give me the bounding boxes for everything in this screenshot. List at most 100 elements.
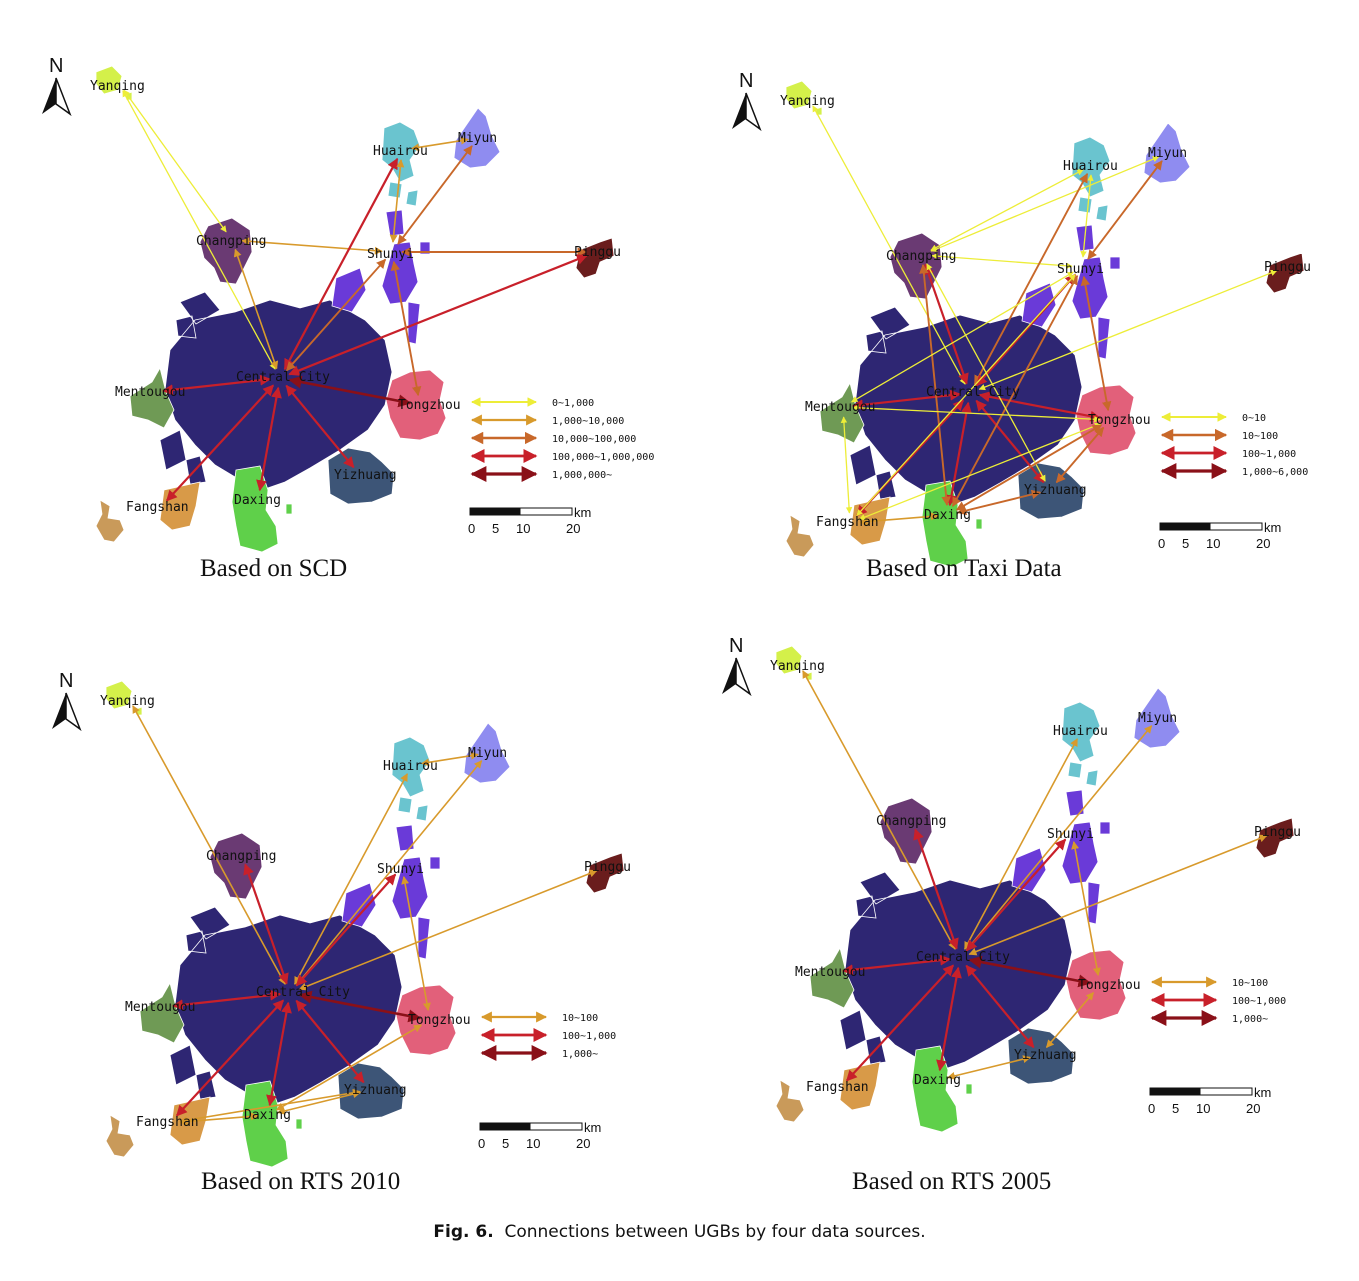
town-label-central: Central City	[236, 370, 330, 385]
town-label-shunyi: Shunyi	[1047, 827, 1094, 842]
scale-tick: 10	[516, 521, 530, 536]
town-label-yizhuang: Yizhuang	[344, 1083, 407, 1098]
north-arrow-icon: N	[52, 670, 82, 732]
town-label-huairou: Huairou	[383, 759, 438, 774]
town-label-yanqing: Yanqing	[90, 79, 145, 94]
connection-central-yizhuang	[285, 384, 355, 469]
scale-bar: km 0 5 10 20	[468, 505, 591, 536]
connection-changping-central	[233, 248, 279, 370]
legend-label: 1,000,000~	[552, 470, 612, 481]
scale-tick: 20	[576, 1136, 590, 1151]
legend-label: 10~100	[1242, 431, 1278, 442]
town-label-fangshan: Fangshan	[816, 515, 879, 530]
town-label-yizhuang: Yizhuang	[1024, 483, 1087, 498]
scale-unit: km	[574, 505, 591, 520]
legend-label: 10,000~100,000	[552, 434, 636, 445]
town-label-mentougou: Mentougou	[805, 400, 875, 415]
connection-shunyi-tongzhou	[1071, 841, 1101, 976]
north-arrow-icon: N	[732, 70, 762, 132]
town-label-yizhuang: Yizhuang	[1014, 1048, 1077, 1063]
town-label-changping: Changping	[886, 249, 956, 264]
legend-label: 10~100	[1232, 978, 1268, 989]
scale-bar: km 0 5 10 20	[478, 1120, 601, 1151]
legend-label: 0~1,000	[552, 398, 594, 409]
connection-central-yizhuang	[965, 964, 1035, 1049]
connection-shunyi-tongzhou	[1080, 275, 1112, 412]
town-label-yanqing: Yanqing	[780, 94, 835, 109]
town-label-pinggu: Pinggu	[1264, 260, 1311, 275]
figure-caption-label: Fig. 6.	[433, 1222, 494, 1242]
scale-tick: 10	[1196, 1101, 1210, 1116]
town-label-daxing: Daxing	[244, 1108, 291, 1123]
connection-fangshan-shunyi	[856, 273, 1076, 517]
connection-central-daxing	[936, 966, 962, 1072]
north-letter: N	[729, 635, 743, 657]
north-letter: N	[739, 70, 753, 92]
scale-tick: 10	[1206, 536, 1220, 551]
legend: 10~100 100~1,000 1,000~	[480, 1011, 616, 1061]
town-label-fangshan: Fangshan	[136, 1115, 199, 1130]
connection-huairou-miyun	[411, 136, 469, 152]
panel-caption-rts2010: Based on RTS 2010	[201, 1168, 401, 1195]
legend-label: 100~1,000	[1232, 996, 1286, 1007]
connection-daxing-yizhuang	[956, 489, 1042, 516]
town-label-pinggu: Pinggu	[574, 245, 621, 260]
legend-label: 10~100	[562, 1013, 598, 1024]
town-label-huairou: Huairou	[1063, 159, 1118, 174]
connection-central-shunyi	[295, 873, 397, 987]
town-label-pinggu: Pinggu	[584, 860, 631, 875]
connection-central-daxing	[256, 386, 282, 492]
map-panel-taxi: N Yanqing Huairou Miyun Changping Shunyi Pingg…	[690, 35, 1359, 635]
legend-label: 1,000~10,000	[552, 416, 624, 427]
town-label-daxing: Daxing	[924, 508, 971, 523]
ugb-area-fangshan-hinter	[95, 499, 125, 543]
town-label-changping: Changping	[876, 814, 946, 829]
town-label-miyun: Miyun	[468, 746, 507, 761]
legend: 10~100 100~1,000 1,000~	[1150, 976, 1286, 1026]
town-label-tongzhou: Tongzhou	[398, 398, 461, 413]
town-label-yanqing: Yanqing	[100, 694, 155, 709]
legend-label: 1,000~6,000	[1242, 467, 1308, 478]
town-label-miyun: Miyun	[458, 131, 497, 146]
connection-yizhuang-tongzhou	[1045, 991, 1095, 1049]
scale-tick: 20	[1256, 536, 1270, 551]
north-arrow-icon: N	[42, 55, 72, 117]
connection-shunyi-miyun	[397, 145, 473, 245]
scale-tick: 5	[1182, 536, 1189, 551]
scale-unit: km	[1254, 1085, 1271, 1100]
legend: 0~1,000 1,000~10,000 10,000~100,000 100,000…	[470, 397, 654, 482]
town-label-central: Central City	[926, 385, 1020, 400]
connection-yanqing-changping	[123, 89, 227, 233]
map-svg-scd: N Yanqing Huairou Miyun Changping Shunyi Pingg…	[42, 55, 654, 553]
town-label-miyun: Miyun	[1138, 711, 1177, 726]
town-label-tongzhou: Tongzhou	[1088, 413, 1151, 428]
connection-daxing-tongzhou	[275, 1024, 423, 1111]
connection-central-changping	[243, 863, 289, 985]
scale-tick: 20	[566, 521, 580, 536]
map-panel-rts2010: N Yanqing Huairou Miyun Changping Shunyi Pingg…	[10, 635, 690, 1235]
ugb-area-fangshan-hinter	[785, 514, 815, 558]
legend: 0~10 10~100 100~1,000 1,000~6,000	[1160, 412, 1308, 479]
scale-unit: km	[584, 1120, 601, 1135]
map-svg-rts2010: N Yanqing Huairou Miyun Changping Shunyi Pingg…	[52, 670, 631, 1168]
panel-caption-scd: Based on SCD	[200, 555, 348, 582]
town-label-mentougou: Mentougou	[115, 385, 185, 400]
legend-label: 1,000~	[1232, 1014, 1268, 1025]
scale-tick: 0	[478, 1136, 485, 1151]
north-letter: N	[49, 55, 63, 77]
town-label-mentougou: Mentougou	[125, 1000, 195, 1015]
scale-bar: km 0 5 10 20	[1158, 520, 1281, 551]
town-label-daxing: Daxing	[234, 493, 281, 508]
connection-yizhuang-tongzhou	[1055, 426, 1105, 484]
town-label-fangshan: Fangshan	[806, 1080, 869, 1095]
scale-tick: 0	[1158, 536, 1165, 551]
connection-central-fangshan	[845, 964, 955, 1082]
legend-label: 100~1,000	[1242, 449, 1296, 460]
scale-tick: 5	[1172, 1101, 1179, 1116]
town-label-miyun: Miyun	[1148, 146, 1187, 161]
town-label-huairou: Huairou	[373, 144, 428, 159]
figure-caption-text: Connections between UGBs by four data so…	[504, 1222, 926, 1242]
connection-central-shunyi	[285, 258, 387, 372]
town-label-changping: Changping	[206, 849, 276, 864]
town-label-daxing: Daxing	[914, 1073, 961, 1088]
